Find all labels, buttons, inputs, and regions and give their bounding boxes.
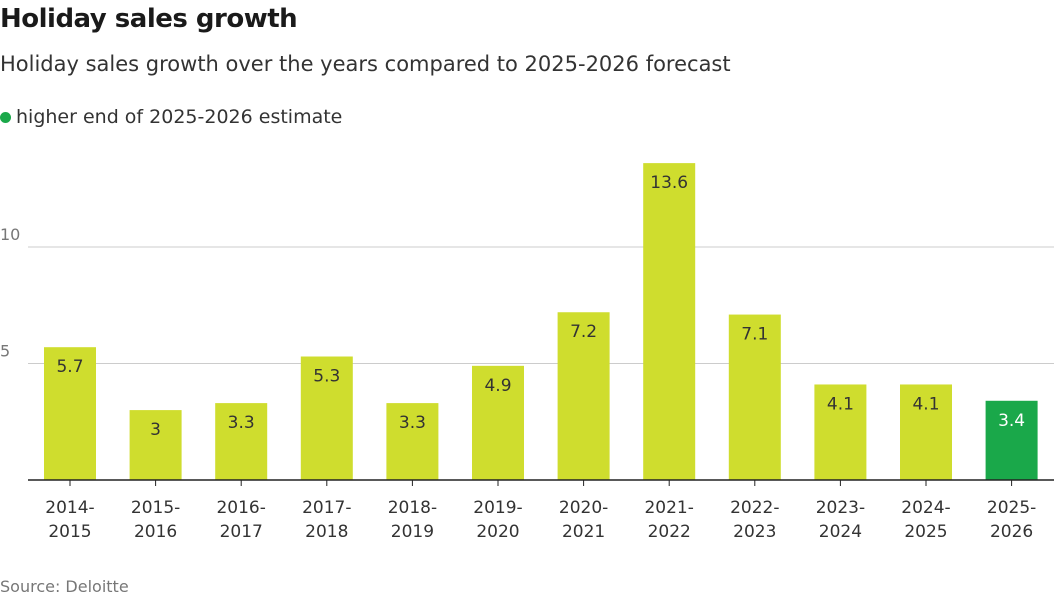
x-tick-label: 2024-	[901, 498, 950, 518]
x-tick-label: 2018-	[388, 498, 437, 518]
chart-title: Holiday sales growth	[0, 4, 298, 34]
x-tick-label: 2020-	[559, 498, 608, 518]
legend: higher end of 2025-2026 estimate	[0, 106, 342, 128]
x-tick-label: 2017-	[302, 498, 351, 518]
legend-dot-icon	[0, 111, 11, 123]
bar-value-label: 4.1	[912, 394, 939, 414]
bar	[643, 163, 696, 480]
source-note: Source: Deloitte	[0, 577, 129, 596]
bar-value-label: 7.2	[570, 322, 597, 342]
x-tick-label: 2016-	[216, 498, 265, 518]
x-tick-label: 2020	[476, 522, 519, 542]
bar	[728, 314, 781, 480]
x-tick-label: 2021-	[644, 498, 693, 518]
x-tick-label: 2025	[904, 522, 947, 542]
bar-value-label: 3	[150, 420, 161, 440]
x-tick-label: 2022	[648, 522, 691, 542]
bar	[985, 400, 1038, 480]
bar	[129, 410, 182, 480]
bar-value-label: 3.4	[998, 411, 1025, 431]
x-tick-label: 2026	[990, 522, 1033, 542]
bar-value-label: 5.3	[313, 367, 340, 387]
bar	[386, 403, 439, 480]
x-tick-label: 2021	[562, 522, 605, 542]
bar	[900, 384, 952, 480]
x-tick-label: 2024	[819, 522, 862, 542]
bar	[215, 403, 268, 480]
x-tick-label: 2015-	[131, 498, 180, 518]
legend-label: higher end of 2025-2026 estimate	[16, 106, 343, 128]
x-tick-label: 2022-	[730, 498, 779, 518]
x-tick-label: 2023	[733, 522, 776, 542]
x-tick-label: 2019	[391, 522, 434, 542]
x-tick-label: 2023-	[816, 498, 865, 518]
bar	[44, 347, 96, 480]
x-tick-label: 2016	[134, 522, 177, 542]
x-tick-label: 2017	[220, 522, 263, 542]
chart-subtitle: Holiday sales growth over the years comp…	[0, 52, 731, 76]
y-tick-label: 5	[0, 342, 10, 361]
bar-value-label: 5.7	[56, 357, 83, 377]
bar-value-label: 3.3	[399, 413, 426, 433]
bar-value-label: 7.1	[741, 325, 768, 345]
bar	[300, 356, 353, 480]
x-tick-label: 2015	[48, 522, 91, 542]
x-tick-label: 2019-	[473, 498, 522, 518]
bar	[557, 312, 610, 480]
y-tick-label: 10	[0, 225, 20, 244]
bar	[814, 384, 867, 480]
bar	[472, 365, 524, 480]
bar-value-label: 3.3	[228, 413, 255, 433]
x-tick-label: 2014-	[45, 498, 94, 518]
x-tick-label: 2025-	[987, 498, 1036, 518]
bar-value-label: 4.1	[827, 394, 854, 414]
x-tick-label: 2018	[305, 522, 348, 542]
bar-value-label: 4.9	[484, 376, 511, 396]
bar-value-label: 13.6	[650, 173, 688, 193]
